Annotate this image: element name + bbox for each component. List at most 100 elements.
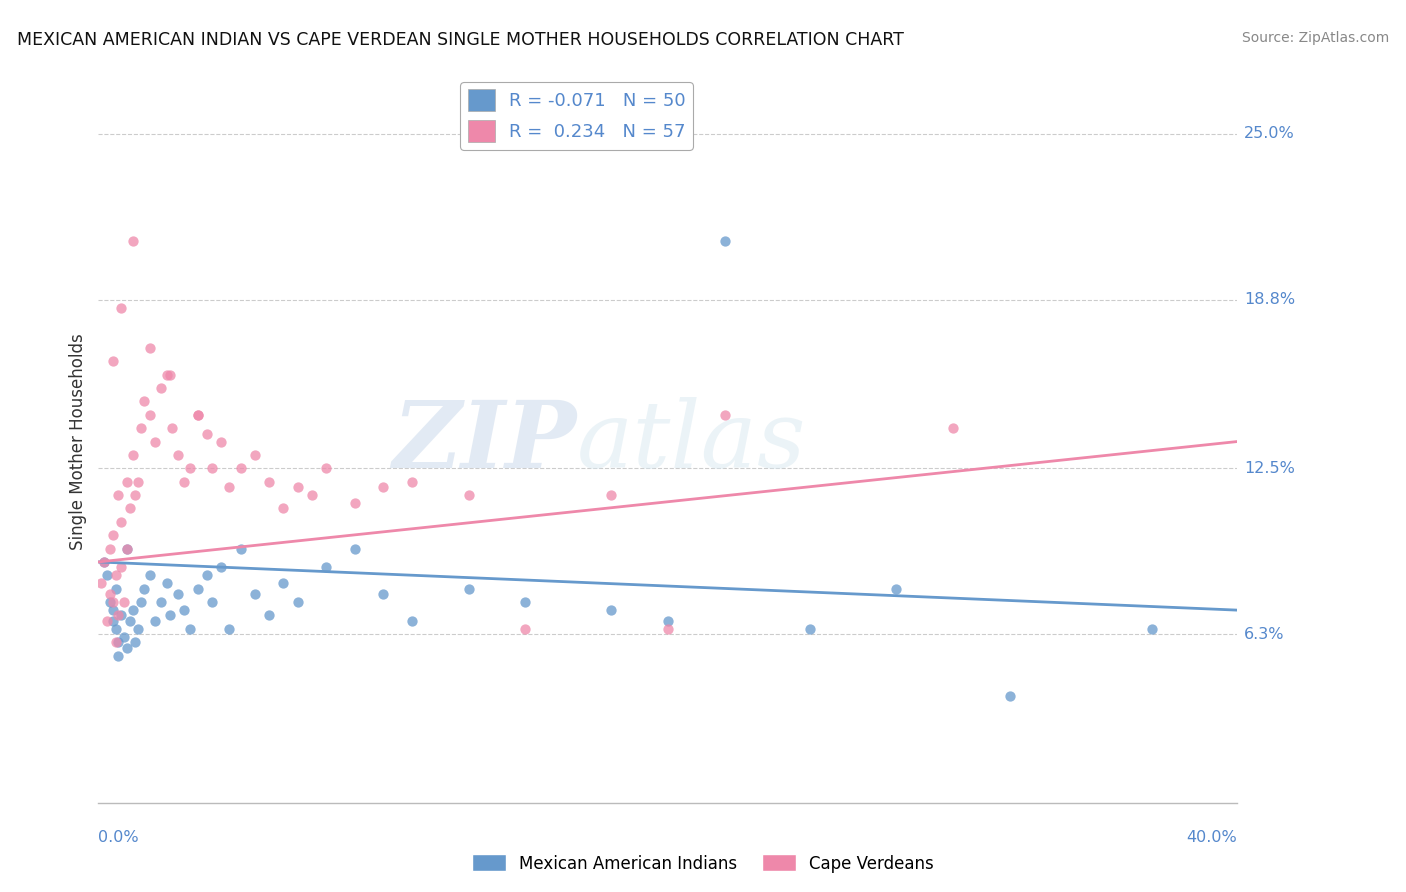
Legend: Mexican American Indians, Cape Verdeans: Mexican American Indians, Cape Verdeans (465, 847, 941, 880)
Point (98, 541, 121, 556)
Point (115, 541, 138, 556)
Point (93, 555, 115, 569)
Point (132, 582, 155, 596)
Point (201, 595, 224, 609)
Legend: R = -0.071   N = 50, R =  0.234   N = 57: R = -0.071 N = 50, R = 0.234 N = 57 (460, 82, 693, 150)
Point (93, 555, 115, 569)
Point (159, 608, 181, 623)
Point (101, 603, 124, 617)
Point (600, 603, 623, 617)
Point (218, 480, 240, 494)
Point (98, 587, 121, 601)
Point (118, 501, 141, 516)
Point (115, 541, 138, 556)
Text: atlas: atlas (576, 397, 806, 486)
Point (259, 475, 281, 489)
Point (101, 595, 124, 609)
Point (110, 515, 132, 529)
Point (301, 488, 323, 502)
Point (201, 461, 224, 475)
Point (107, 648, 129, 663)
Point (515, 595, 537, 609)
Point (104, 568, 127, 582)
Point (156, 576, 179, 591)
Point (457, 582, 479, 596)
Point (107, 488, 129, 502)
Point (179, 622, 201, 636)
Point (714, 408, 737, 422)
Point (243, 448, 266, 462)
Text: 0.0%: 0.0% (98, 830, 139, 845)
Point (173, 475, 195, 489)
Point (96, 614, 118, 628)
Point (884, 582, 907, 596)
Point (115, 640, 138, 655)
Point (138, 408, 160, 422)
Point (195, 426, 218, 441)
Text: Source: ZipAtlas.com: Source: ZipAtlas.com (1241, 31, 1389, 45)
Point (129, 421, 152, 435)
Point (104, 635, 127, 649)
Point (373, 587, 395, 601)
Point (343, 541, 366, 556)
Point (124, 635, 146, 649)
Point (600, 488, 623, 502)
Point (115, 475, 138, 489)
Text: ZIP: ZIP (392, 397, 576, 486)
Point (101, 528, 124, 542)
Point (156, 368, 179, 382)
Point (209, 434, 232, 449)
Point (1140, 622, 1163, 636)
Point (799, 622, 821, 636)
Text: 6.3%: 6.3% (1244, 627, 1285, 641)
Point (273, 576, 295, 591)
Point (129, 595, 152, 609)
Point (162, 421, 184, 435)
Point (167, 587, 190, 601)
Point (209, 560, 232, 574)
Point (145, 434, 167, 449)
Point (110, 301, 132, 315)
Point (457, 488, 479, 502)
Point (401, 614, 423, 628)
Point (121, 603, 143, 617)
Point (167, 448, 190, 462)
Point (315, 461, 337, 475)
Point (998, 689, 1021, 703)
Point (121, 448, 143, 462)
Point (218, 622, 240, 636)
Point (104, 582, 127, 596)
Point (273, 501, 295, 516)
Point (942, 421, 965, 435)
Point (159, 368, 181, 382)
Point (657, 614, 679, 628)
Point (187, 582, 209, 596)
Point (138, 568, 160, 582)
Point (124, 488, 146, 502)
Point (150, 595, 173, 609)
Point (107, 608, 129, 623)
Point (107, 635, 129, 649)
Point (112, 630, 135, 644)
Point (515, 622, 537, 636)
Point (259, 608, 281, 623)
Point (373, 480, 395, 494)
Point (101, 354, 124, 368)
Point (96, 568, 118, 582)
Y-axis label: Single Mother Households: Single Mother Households (69, 334, 87, 549)
Point (90, 576, 112, 591)
Point (138, 341, 160, 355)
Text: MEXICAN AMERICAN INDIAN VS CAPE VERDEAN SINGLE MOTHER HOUSEHOLDS CORRELATION CHA: MEXICAN AMERICAN INDIAN VS CAPE VERDEAN … (17, 31, 904, 49)
Text: 12.5%: 12.5% (1244, 461, 1295, 475)
Point (179, 461, 201, 475)
Point (714, 234, 737, 248)
Point (110, 608, 132, 623)
Point (187, 408, 209, 422)
Point (132, 394, 155, 409)
Point (195, 568, 218, 582)
Point (145, 614, 167, 628)
Point (127, 475, 149, 489)
Point (101, 614, 124, 628)
Point (315, 560, 337, 574)
Point (401, 475, 423, 489)
